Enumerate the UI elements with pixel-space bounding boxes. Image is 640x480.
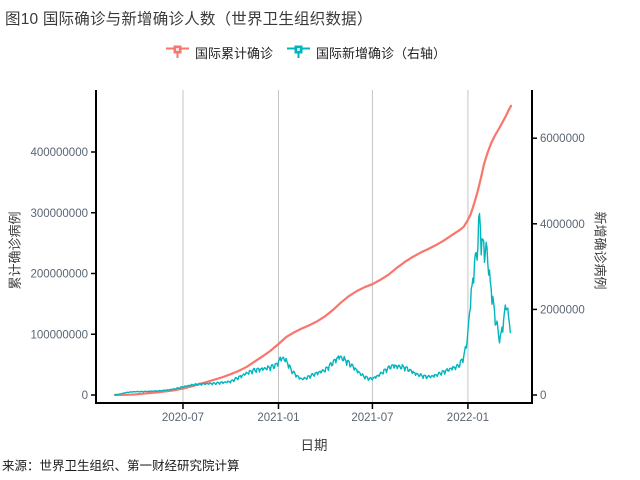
chart-title: 图10 国际确诊与新增确诊人数（世界卫生组织数据） bbox=[5, 11, 373, 28]
legend-label-cumulative: 国际累计确诊 bbox=[194, 45, 273, 61]
right-tick-label: 2000000 bbox=[540, 304, 585, 316]
legend: 国际累计确诊 国际新增确诊（右轴） bbox=[0, 41, 612, 63]
x-axis-title: 日期 bbox=[300, 438, 328, 453]
x-tick-label: 2021-07 bbox=[351, 412, 393, 424]
left-axis-title: 累计确诊病例 bbox=[7, 211, 23, 290]
left-tick-label: 0 bbox=[82, 390, 88, 402]
right-tick-label: 0 bbox=[540, 390, 546, 402]
left-tick-label: 100000000 bbox=[30, 329, 88, 341]
x-tick-label: 2020-07 bbox=[162, 412, 204, 424]
left-tick-label: 400000000 bbox=[30, 147, 88, 159]
legend-key-cumulative-icon bbox=[165, 45, 189, 58]
source-note: 来源：世界卫生组织、第一财经研究院计算 bbox=[2, 459, 240, 473]
series-line-cumulative bbox=[113, 104, 513, 396]
right-axis-title: 新增确诊病例 bbox=[592, 211, 608, 290]
series-line-new-cases bbox=[114, 212, 511, 396]
left-tick-label: 200000000 bbox=[30, 269, 88, 281]
legend-label-new-cases: 国际新增确诊（右轴） bbox=[316, 45, 447, 61]
x-tick-label: 2021-01 bbox=[257, 412, 299, 424]
x-tick-label: 2022-01 bbox=[447, 412, 489, 424]
right-tick-label: 4000000 bbox=[540, 219, 585, 231]
legend-item-new-cases: 国际新增确诊（右轴） bbox=[287, 43, 446, 62]
right-tick-label: 6000000 bbox=[540, 133, 585, 145]
legend-item-cumulative: 国际累计确诊 bbox=[165, 43, 273, 62]
left-tick-label: 300000000 bbox=[30, 208, 88, 220]
legend-key-new-cases-icon bbox=[287, 45, 310, 58]
